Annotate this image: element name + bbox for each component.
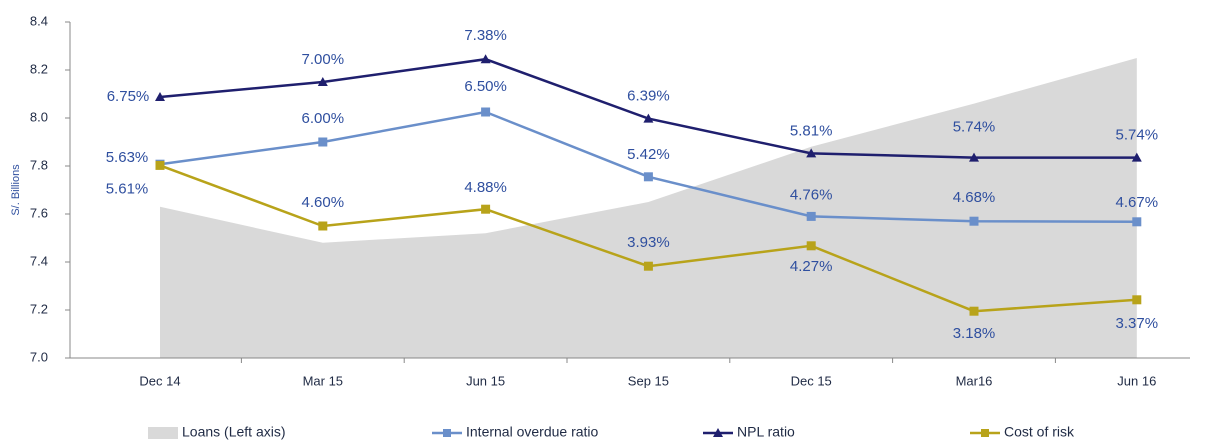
x-tick-label: Mar16: [956, 373, 993, 388]
legend-label: Cost of risk: [1004, 424, 1075, 440]
data-label: 5.81%: [790, 122, 833, 139]
data-point: [155, 160, 165, 170]
data-point: [806, 241, 816, 251]
x-tick-label: Sep 15: [628, 373, 669, 388]
data-point: [969, 216, 979, 226]
data-point: [806, 148, 817, 158]
data-label: 6.75%: [107, 88, 150, 105]
legend-swatch: [148, 427, 178, 439]
data-point: [155, 92, 165, 101]
data-label: 6.50%: [464, 78, 507, 95]
y-tick-label: 7.2: [30, 301, 48, 316]
data-point: [481, 204, 491, 214]
data-label: 6.00%: [302, 110, 345, 127]
data-point: [969, 306, 979, 316]
data-label: 4.60%: [302, 194, 345, 211]
data-point: [969, 152, 979, 162]
x-tick-label: Dec 14: [139, 373, 180, 388]
data-label: 4.27%: [790, 258, 833, 275]
data-point: [643, 113, 654, 123]
data-label: 7.38%: [464, 27, 507, 44]
data-point: [643, 172, 653, 182]
data-label: 4.76%: [790, 186, 833, 203]
y-tick-label: 7.8: [30, 157, 48, 172]
y-tick-label: 8.0: [30, 109, 48, 124]
data-label: 3.37%: [1116, 315, 1159, 332]
data-label: 4.68%: [953, 189, 996, 206]
data-label: 5.63%: [106, 149, 149, 166]
legend-label: NPL ratio: [737, 424, 795, 440]
data-point: [643, 261, 653, 271]
data-label: 5.42%: [627, 146, 670, 163]
y-tick-label: 8.2: [30, 61, 48, 76]
x-tick-label: Jun 15: [466, 373, 505, 388]
data-label: 3.93%: [627, 234, 670, 251]
data-point: [318, 137, 328, 147]
data-point: [480, 54, 491, 64]
legend-marker: [981, 429, 989, 437]
data-label: 4.88%: [464, 179, 507, 196]
data-label: 7.00%: [302, 51, 345, 68]
legend-label: Loans (Left axis): [182, 424, 286, 440]
y-tick-label: 7.6: [30, 205, 48, 220]
legend-marker: [443, 429, 451, 437]
data-point: [318, 221, 328, 231]
data-point: [806, 211, 816, 221]
data-point: [481, 107, 491, 117]
data-label: 5.74%: [1116, 127, 1159, 144]
y-tick-label: 7.0: [30, 349, 48, 364]
legend-label: Internal overdue ratio: [466, 424, 599, 440]
loans-area: [160, 58, 1137, 358]
data-label: 4.67%: [1116, 194, 1159, 211]
y-tick-label: 8.4: [30, 13, 48, 28]
data-point: [1131, 152, 1142, 162]
data-point: [1132, 217, 1142, 227]
legend-marker: [713, 428, 723, 437]
x-tick-label: Dec 15: [791, 373, 832, 388]
data-point: [317, 77, 328, 86]
data-label: 6.39%: [627, 88, 670, 105]
x-tick-label: Mar 15: [303, 373, 343, 388]
data-label: 3.18%: [953, 325, 996, 342]
y-tick-label: 7.4: [30, 253, 48, 268]
y-axis-label: S/. Billions: [10, 164, 22, 216]
data-label: 5.61%: [106, 180, 149, 197]
x-tick-label: Jun 16: [1117, 373, 1156, 388]
data-label: 5.74%: [953, 119, 996, 136]
data-point: [1132, 295, 1142, 305]
